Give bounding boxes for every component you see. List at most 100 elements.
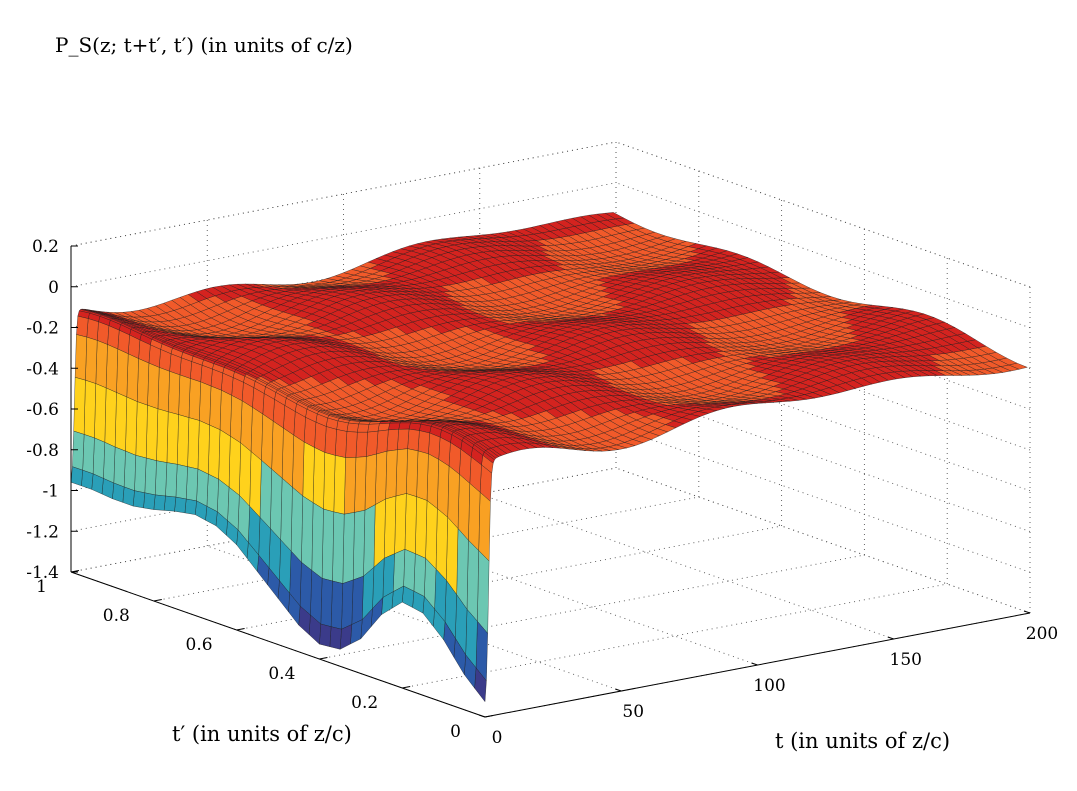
surface-patch [147, 362, 160, 410]
surface-patch [240, 400, 253, 452]
surface-patch [333, 455, 346, 515]
z-tick-label: 0 [48, 278, 59, 298]
surface-patch [342, 512, 355, 584]
surface-patch [335, 429, 348, 458]
surface-patch [73, 377, 86, 435]
surface-patch [417, 430, 430, 455]
x-tick-mark [1023, 610, 1031, 614]
surface-patch [386, 429, 399, 452]
y-tick-label: 0.2 [351, 693, 378, 713]
surface-patch [196, 468, 209, 507]
surface-patch [384, 495, 397, 559]
surface-patch [385, 449, 398, 500]
surface-patch [113, 446, 126, 488]
surface-patch [261, 413, 274, 470]
surface-patch [367, 423, 380, 433]
z-tick-label: -1.4 [26, 563, 59, 583]
surface-patch [250, 406, 263, 461]
surface-patch [292, 434, 305, 497]
surface-patch [398, 422, 411, 430]
surface-patch [123, 450, 136, 491]
surface-patch [218, 429, 231, 488]
surface-patch [188, 378, 201, 421]
surface-patch [114, 392, 127, 452]
surface-patch [397, 428, 410, 450]
surface-patch [155, 460, 168, 497]
surface-patch [92, 437, 105, 479]
x-tick-label: 200 [1026, 624, 1058, 644]
x-tick-mark [615, 688, 622, 692]
surface-patch [157, 367, 170, 413]
surface-patch [174, 496, 187, 514]
surface-patch [186, 466, 199, 502]
axes: 0.2 0 -0.2 -0.4 -0.6 -0.8 -1 -1.2 -1.4 0 0.2 0.4 0.6… [26, 237, 1058, 748]
surface-patch [74, 334, 87, 381]
surface-patch [116, 348, 129, 398]
surface-patch [177, 414, 190, 467]
surface-patch [83, 379, 96, 439]
surface-patch [388, 422, 401, 431]
z-tick-label: -0.6 [26, 400, 59, 420]
surface-patch [332, 511, 345, 584]
surface-patch [310, 570, 323, 625]
surface-patch [437, 459, 450, 518]
surface-patch [346, 422, 359, 433]
surface-patch [345, 431, 358, 458]
surface-patch [341, 579, 354, 630]
surface-patch [375, 450, 388, 506]
surface-patch [406, 448, 419, 497]
z-tick-label: -0.8 [26, 441, 59, 461]
surface-patch [163, 495, 177, 512]
surface-patch [311, 502, 324, 579]
surface-patch [144, 457, 157, 496]
surface-patch [425, 500, 438, 570]
y-tick-mark [484, 715, 494, 718]
surface-patch [324, 426, 337, 456]
y-tick-mark [402, 686, 411, 689]
x-tick-mark [887, 636, 894, 640]
surface-patch [394, 493, 407, 554]
surface-patch [468, 483, 481, 552]
z-tick-label: 0.2 [32, 237, 59, 257]
surface-patch [302, 441, 315, 504]
labels: P_S(z; t+t′, t′) (in units of c/z) t (in… [55, 33, 950, 753]
surface-patch [321, 508, 334, 582]
surface-patch [168, 371, 181, 415]
surface-patch [376, 429, 389, 455]
surface-patch [466, 539, 479, 622]
x-tick-label: 150 [890, 650, 922, 670]
box-edge [615, 141, 1031, 288]
surface-patch [187, 417, 200, 470]
surface-patch [219, 389, 232, 437]
z-tick-label: -0.2 [26, 319, 59, 339]
surface-patch [415, 496, 428, 559]
y-tick-label: 0.4 [268, 664, 295, 684]
z-tick-label: -1 [42, 482, 59, 502]
surface-patch [403, 549, 416, 592]
surface-patch [364, 453, 377, 511]
y-axis-label: t′ (in units of z/c) [172, 722, 352, 746]
surface-patch [156, 408, 169, 463]
chart-title: P_S(z; t+t′, t′) (in units of c/z) [55, 33, 353, 57]
surface-patch [299, 561, 312, 616]
surface-patch [72, 430, 85, 471]
surface-patch [165, 462, 178, 498]
surface-patch [184, 498, 197, 515]
x-tick-label: 0 [492, 728, 503, 748]
surface-patch [426, 453, 439, 509]
surface-patch [373, 498, 386, 568]
x-tick-mark [751, 662, 758, 666]
surface-patch [301, 495, 314, 571]
surface-patch [344, 457, 357, 515]
surface-patch [190, 361, 203, 383]
surface-patch [404, 493, 417, 554]
surface-patch [323, 452, 336, 513]
surface-patch [206, 473, 219, 512]
surface-patch [86, 318, 99, 341]
surface-patch [134, 455, 147, 494]
surface-patch [280, 477, 293, 552]
surface-patch [290, 486, 303, 563]
y-tick-mark [153, 599, 162, 602]
